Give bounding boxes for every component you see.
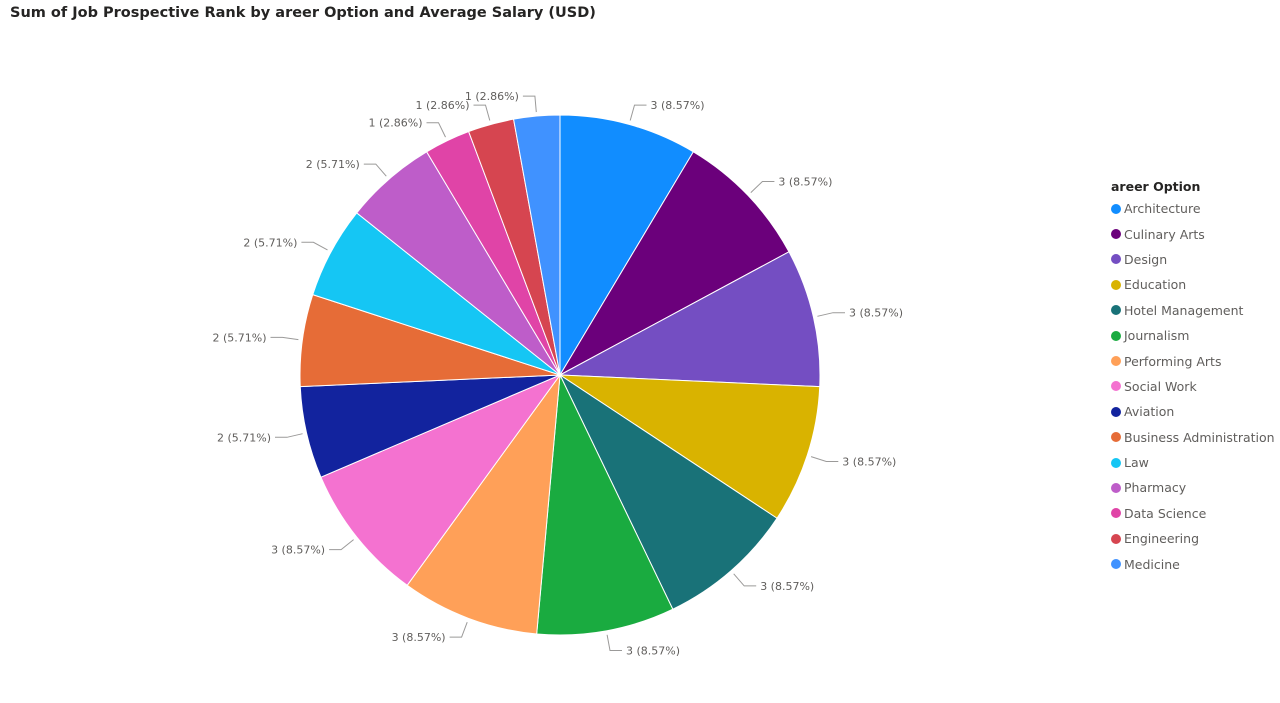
legend-item-architecture[interactable]: Architecture: [1111, 196, 1275, 221]
pie-slice-design[interactable]: [558, 251, 821, 388]
data-label-hotel-management: 3 (8.57%): [760, 580, 814, 593]
pie-slice-architecture[interactable]: [559, 114, 695, 377]
pie-slice-medicine[interactable]: [512, 114, 561, 376]
leader-line-social-work: [329, 539, 354, 551]
chart-title: Sum of Job Prospective Rank by areer Opt…: [10, 5, 596, 21]
data-label-design: 3 (8.57%): [849, 307, 903, 320]
leader-line-culinary-arts: [750, 181, 775, 193]
legend-title: areer Option: [1111, 179, 1201, 194]
legend-label: Pharmacy: [1124, 480, 1187, 496]
legend-label: Culinary Arts: [1124, 226, 1205, 242]
leader-line-business-administration: [270, 336, 299, 341]
legend-label: Social Work: [1124, 378, 1197, 394]
pie-slice-hotel-management[interactable]: [558, 373, 778, 610]
legend-label: Journalism: [1124, 328, 1190, 344]
legend-item-pharmacy[interactable]: Pharmacy: [1111, 475, 1275, 500]
legend-label: Education: [1124, 277, 1187, 293]
legend-label: Data Science: [1124, 505, 1207, 521]
legend-dot-icon: [1111, 406, 1121, 417]
legend-item-performing-arts[interactable]: Performing Arts: [1111, 348, 1275, 373]
legend-label: Design: [1124, 251, 1168, 267]
legend-dot-icon: [1111, 482, 1121, 493]
data-label-journalism: 3 (8.57%): [626, 645, 680, 658]
leader-line-law: [301, 241, 328, 251]
leader-line-engineering: [473, 104, 491, 121]
legend-dot-icon: [1111, 305, 1121, 316]
legend-item-hotel-management[interactable]: Hotel Management: [1111, 298, 1275, 323]
pie-slice-performing-arts[interactable]: [406, 373, 561, 635]
data-label-education: 3 (8.57%): [842, 456, 896, 469]
leader-line-medicine: [522, 95, 537, 113]
pie-slice-journalism[interactable]: [536, 373, 674, 636]
legend-item-data-science[interactable]: Data Science: [1111, 501, 1275, 526]
leader-line-pharmacy: [363, 163, 387, 177]
legend-label: Hotel Management: [1124, 302, 1244, 318]
pie-slice-culinary-arts[interactable]: [558, 151, 790, 377]
legend-item-aviation[interactable]: Aviation: [1111, 399, 1275, 424]
legend-items: Architecture Culinary Arts Design Education…: [1111, 196, 1275, 577]
legend-dot-icon: [1111, 356, 1121, 367]
legend-label: Architecture: [1124, 201, 1201, 217]
leader-line-data-science: [426, 122, 446, 138]
legend-dot-icon: [1111, 457, 1121, 468]
data-label-performing-arts: 3 (8.57%): [392, 631, 446, 644]
legend-label: Business Administration: [1124, 429, 1275, 445]
legend-item-culinary-arts[interactable]: Culinary Arts: [1111, 221, 1275, 246]
leader-line-journalism: [606, 634, 622, 651]
legend-label: Law: [1124, 455, 1149, 471]
leader-line-education: [810, 456, 839, 462]
data-label-social-work: 3 (8.57%): [271, 544, 325, 557]
data-label-pharmacy: 2 (5.71%): [306, 158, 360, 171]
pie-slice-social-work[interactable]: [320, 373, 562, 587]
data-label-culinary-arts: 3 (8.57%): [778, 176, 832, 189]
leader-line-aviation: [275, 433, 303, 438]
data-label-data-science: 1 (2.86%): [368, 117, 422, 130]
legend-item-education[interactable]: Education: [1111, 272, 1275, 297]
data-label-aviation: 2 (5.71%): [217, 431, 271, 444]
data-label-medicine: 1 (2.86%): [465, 90, 519, 103]
legend-dot-icon: [1111, 508, 1121, 519]
leader-line-design: [817, 312, 845, 317]
legend-dot-icon: [1111, 229, 1121, 240]
legend: areer Option Architecture Culinary Arts De…: [1111, 177, 1275, 577]
leader-line-hotel-management: [733, 573, 757, 587]
legend-dot-icon: [1111, 254, 1121, 265]
legend-item-law[interactable]: Law: [1111, 450, 1275, 475]
legend-label: Aviation: [1124, 404, 1175, 420]
pie-data-labels: 3 (8.57%) 3 (8.57%) 3 (8.57%) 3 (8.57%) 3 (8…: [212, 90, 903, 657]
legend-dot-icon: [1111, 203, 1121, 214]
pie-slices: [299, 114, 821, 636]
data-label-architecture: 3 (8.57%): [651, 99, 705, 112]
legend-item-business-administration[interactable]: Business Administration: [1111, 425, 1275, 450]
leader-line-architecture: [629, 104, 647, 121]
legend-label: Engineering: [1124, 531, 1199, 547]
legend-dot-icon: [1111, 432, 1121, 443]
legend-label: Medicine: [1124, 556, 1180, 572]
legend-label: Performing Arts: [1124, 353, 1222, 369]
data-label-law: 2 (5.71%): [243, 236, 297, 249]
legend-item-social-work[interactable]: Social Work: [1111, 374, 1275, 399]
legend-dot-icon: [1111, 533, 1121, 544]
legend-dot-icon: [1111, 330, 1121, 341]
data-label-engineering: 1 (2.86%): [415, 99, 469, 112]
legend-dot-icon: [1111, 381, 1121, 392]
legend-item-journalism[interactable]: Journalism: [1111, 323, 1275, 348]
legend-item-medicine[interactable]: Medicine: [1111, 551, 1275, 576]
data-label-business-administration: 2 (5.71%): [212, 331, 266, 344]
legend-item-engineering[interactable]: Engineering: [1111, 526, 1275, 551]
legend-dot-icon: [1111, 279, 1121, 290]
legend-dot-icon: [1111, 559, 1121, 570]
pie-slice-education[interactable]: [558, 374, 821, 519]
leader-line-performing-arts: [449, 622, 468, 638]
legend-item-design[interactable]: Design: [1111, 247, 1275, 272]
